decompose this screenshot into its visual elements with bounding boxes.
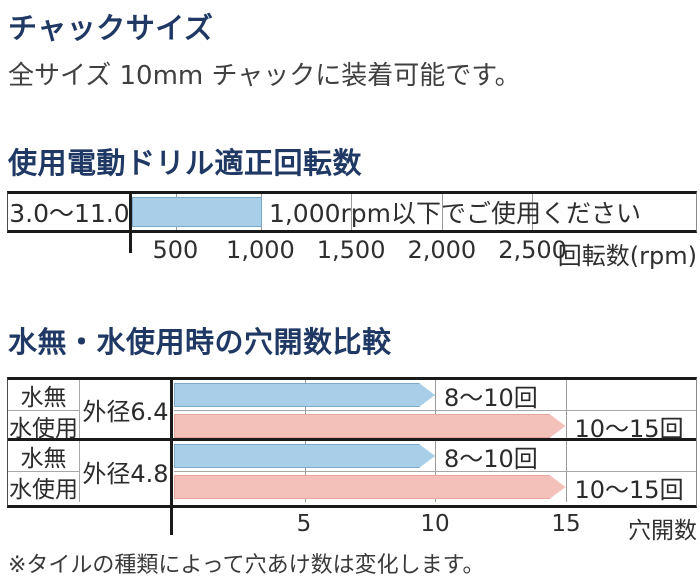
row-label-no-water: 水無 bbox=[8, 380, 79, 411]
rpm-axis-tick-1000: 1,000 bbox=[226, 236, 295, 264]
rpm-chart: 3.0〜11.0 1,000rpm以下でご使用ください 500 1,000 1,… bbox=[7, 191, 697, 270]
holes-chart: 水無 水使用 外径6.4 8〜10回 10〜15回 bbox=[7, 377, 697, 544]
rpm-gridline-2500 bbox=[532, 194, 534, 230]
value-label-48-water-use: 10〜15回 bbox=[574, 475, 684, 503]
rpm-chart-axis: 500 1,000 1,500 2,000 2,500 回転数(rpm) bbox=[130, 236, 697, 270]
rpm-axis-tick-2500: 2,500 bbox=[498, 236, 567, 264]
row-label-no-water: 水無 bbox=[8, 441, 79, 472]
chuck-section-body: 全サイズ 10mm チャックに装着可能です。 bbox=[8, 61, 521, 91]
footnote: ※タイルの種類によって穴あけ数は変化します。 bbox=[8, 553, 485, 578]
rpm-bar bbox=[132, 197, 262, 227]
holes-gridline-5 bbox=[304, 380, 306, 438]
holes-section-title: 水無・水使用時の穴開数比較 bbox=[8, 325, 392, 359]
rpm-gridline-2000 bbox=[441, 194, 443, 230]
holes-plot-64: 8〜10回 10〜15回 bbox=[174, 380, 696, 438]
rpm-axis-tick-1500: 1,500 bbox=[316, 236, 386, 264]
holes-group-48-labels: 水無 水使用 bbox=[8, 441, 79, 503]
bar-row-48-water-use: 10〜15回 bbox=[174, 472, 696, 502]
rpm-gridline-1500 bbox=[351, 194, 353, 230]
rpm-row-label: 3.0〜11.0 bbox=[9, 199, 130, 228]
row-label-water-use: 水使用 bbox=[9, 416, 78, 442]
holes-chart-table: 水無 水使用 外径6.4 8〜10回 10〜15回 bbox=[7, 377, 697, 508]
holes-chart-axis-line bbox=[170, 377, 173, 535]
holes-gridline-15 bbox=[565, 380, 567, 438]
diameter-label-64: 外径6.4 bbox=[79, 380, 171, 438]
holes-gridline-10 bbox=[435, 380, 436, 438]
bar-48-water-use bbox=[174, 475, 566, 499]
chuck-section-title: チャックサイズ bbox=[8, 11, 214, 45]
rpm-chart-axis-line bbox=[129, 191, 132, 253]
value-label-64-no-water: 8〜10回 bbox=[444, 383, 538, 412]
bar-row-48-no-water: 8〜10回 bbox=[174, 441, 696, 473]
diameter-label-48: 外径4.8 bbox=[79, 441, 171, 502]
bar-row-64-water-use: 10〜15回 bbox=[174, 411, 696, 438]
rpm-axis-unit: 回転数(rpm) bbox=[557, 242, 697, 270]
holes-group-48: 水無 水使用 外径4.8 8〜10回 10〜15回 bbox=[8, 441, 696, 503]
holes-axis-tick-15: 15 bbox=[551, 511, 581, 537]
value-label-48-no-water: 8〜10回 bbox=[444, 444, 538, 473]
holes-group-64: 水無 水使用 外径6.4 8〜10回 10〜15回 bbox=[8, 380, 696, 442]
holes-group-64-labels: 水無 水使用 bbox=[8, 380, 79, 442]
rpm-bar-note: 1,000rpm以下でご使用ください bbox=[268, 199, 642, 228]
holes-plot-48: 8〜10回 10〜15回 bbox=[174, 441, 696, 502]
bar-48-no-water bbox=[174, 444, 435, 468]
bar-64-no-water bbox=[174, 383, 435, 407]
bar-64-water-use bbox=[174, 414, 566, 438]
rpm-chart-plot-area: 1,000rpm以下でご使用ください bbox=[131, 194, 696, 230]
rpm-section-title: 使用電動ドリル適正回転数 bbox=[8, 146, 363, 180]
holes-axis-tick-5: 5 bbox=[296, 511, 312, 537]
value-label-64-water-use: 10〜15回 bbox=[574, 414, 684, 439]
rpm-axis-tick-500: 500 bbox=[152, 236, 199, 264]
holes-axis-unit: 穴開数 bbox=[628, 518, 697, 544]
holes-chart-axis: 5 10 15 穴開数 bbox=[173, 511, 697, 544]
rpm-axis-tick-2000: 2,000 bbox=[407, 236, 477, 264]
bar-row-64-no-water: 8〜10回 bbox=[174, 380, 696, 412]
rpm-chart-table: 3.0〜11.0 1,000rpm以下でご使用ください bbox=[7, 191, 697, 233]
row-label-water-use: 水使用 bbox=[9, 477, 78, 503]
holes-axis-tick-10: 10 bbox=[420, 511, 450, 537]
